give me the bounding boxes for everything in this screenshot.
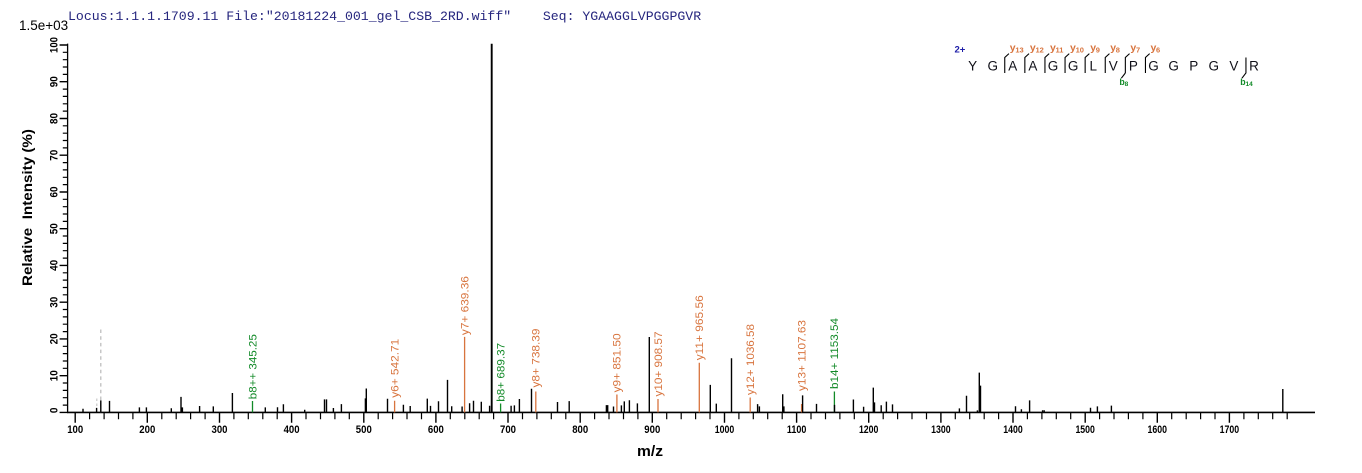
svg-text:P: P	[1189, 59, 1198, 74]
svg-text:1600: 1600	[1148, 424, 1168, 436]
svg-text:1500: 1500	[1075, 424, 1095, 436]
svg-text:20: 20	[48, 333, 60, 344]
svg-text:G: G	[1148, 59, 1159, 74]
svg-text:400: 400	[284, 424, 300, 436]
svg-text:70: 70	[48, 150, 60, 161]
svg-text:y: y	[1070, 42, 1076, 54]
svg-text:y: y	[1130, 42, 1136, 54]
svg-text:100: 100	[67, 424, 83, 436]
svg-text:y13+ 1107.63: y13+ 1107.63	[797, 320, 809, 391]
svg-text:300: 300	[212, 424, 228, 436]
svg-text:y11+ 965.56: y11+ 965.56	[694, 295, 706, 360]
svg-text:8: 8	[1125, 81, 1129, 88]
svg-text:Y: Y	[968, 59, 977, 74]
svg-text:G: G	[987, 59, 998, 74]
svg-text:1300: 1300	[931, 424, 951, 436]
svg-text:y: y	[1010, 42, 1016, 54]
svg-text:0: 0	[48, 408, 60, 414]
svg-text:y: y	[1030, 42, 1036, 54]
svg-text:L: L	[1089, 59, 1097, 74]
svg-text:y: y	[1050, 42, 1056, 54]
svg-text:y7+ 639.36: y7+ 639.36	[459, 276, 471, 335]
svg-text:800: 800	[572, 424, 588, 436]
svg-text:A: A	[1028, 59, 1037, 74]
svg-text:y8+ 738.39: y8+ 738.39	[531, 329, 543, 388]
svg-text:b: b	[1119, 77, 1125, 87]
svg-text:700: 700	[500, 424, 516, 436]
svg-text:9: 9	[1096, 45, 1100, 54]
svg-text:y12+ 1036.58: y12+ 1036.58	[745, 324, 757, 395]
svg-text:10: 10	[1076, 45, 1084, 54]
svg-text:y10+ 908.57: y10+ 908.57	[653, 332, 665, 397]
svg-text:10: 10	[48, 370, 60, 381]
svg-text:1.5e+03: 1.5e+03	[19, 18, 68, 33]
svg-text:80: 80	[48, 113, 60, 124]
svg-text:500: 500	[356, 424, 372, 436]
svg-text:Locus:1.1.1.1709.11 File:"2018: Locus:1.1.1.1709.11 File:"20181224_001_g…	[68, 9, 701, 24]
svg-text:b8++ 345.25: b8++ 345.25	[247, 334, 259, 399]
svg-text:P: P	[1129, 59, 1138, 74]
svg-text:6: 6	[1156, 45, 1160, 54]
svg-text:R: R	[1249, 59, 1259, 74]
svg-text:1400: 1400	[1003, 424, 1023, 436]
svg-text:G: G	[1168, 59, 1179, 74]
svg-text:11: 11	[1056, 45, 1064, 54]
svg-text:90: 90	[48, 76, 60, 87]
svg-text:m/z: m/z	[637, 443, 663, 460]
svg-text:1200: 1200	[859, 424, 879, 436]
svg-text:y: y	[1110, 42, 1116, 54]
svg-text:1000: 1000	[715, 424, 735, 436]
svg-text:b: b	[1240, 77, 1246, 87]
svg-text:G: G	[1209, 59, 1220, 74]
svg-text:Relative Intensity (%): Relative Intensity (%)	[20, 129, 35, 286]
svg-text:900: 900	[644, 424, 660, 436]
svg-text:7: 7	[1136, 45, 1140, 54]
svg-text:y: y	[1090, 42, 1096, 54]
svg-text:b14+ 1153.54: b14+ 1153.54	[829, 318, 841, 389]
svg-text:V: V	[1109, 59, 1118, 74]
svg-text:600: 600	[428, 424, 444, 436]
svg-text:y9+ 851.50: y9+ 851.50	[612, 333, 624, 392]
svg-text:30: 30	[48, 297, 60, 308]
svg-text:2+: 2+	[955, 45, 966, 56]
svg-text:40: 40	[48, 260, 60, 271]
svg-text:200: 200	[139, 424, 155, 436]
svg-text:G: G	[1048, 59, 1059, 74]
svg-text:60: 60	[48, 187, 60, 198]
svg-text:V: V	[1229, 59, 1238, 74]
svg-text:A: A	[1008, 59, 1017, 74]
svg-text:G: G	[1068, 59, 1079, 74]
svg-text:b8+ 689.37: b8+ 689.37	[495, 343, 507, 402]
svg-text:14: 14	[1246, 81, 1254, 88]
svg-text:12: 12	[1036, 45, 1044, 54]
svg-text:50: 50	[48, 223, 60, 234]
svg-text:8: 8	[1116, 45, 1120, 54]
svg-text:1700: 1700	[1220, 424, 1240, 436]
svg-text:13: 13	[1015, 45, 1023, 54]
svg-text:y6+ 542.71: y6+ 542.71	[389, 339, 401, 398]
svg-text:1100: 1100	[787, 424, 807, 436]
svg-text:100: 100	[48, 37, 60, 53]
svg-text:y: y	[1151, 42, 1157, 54]
